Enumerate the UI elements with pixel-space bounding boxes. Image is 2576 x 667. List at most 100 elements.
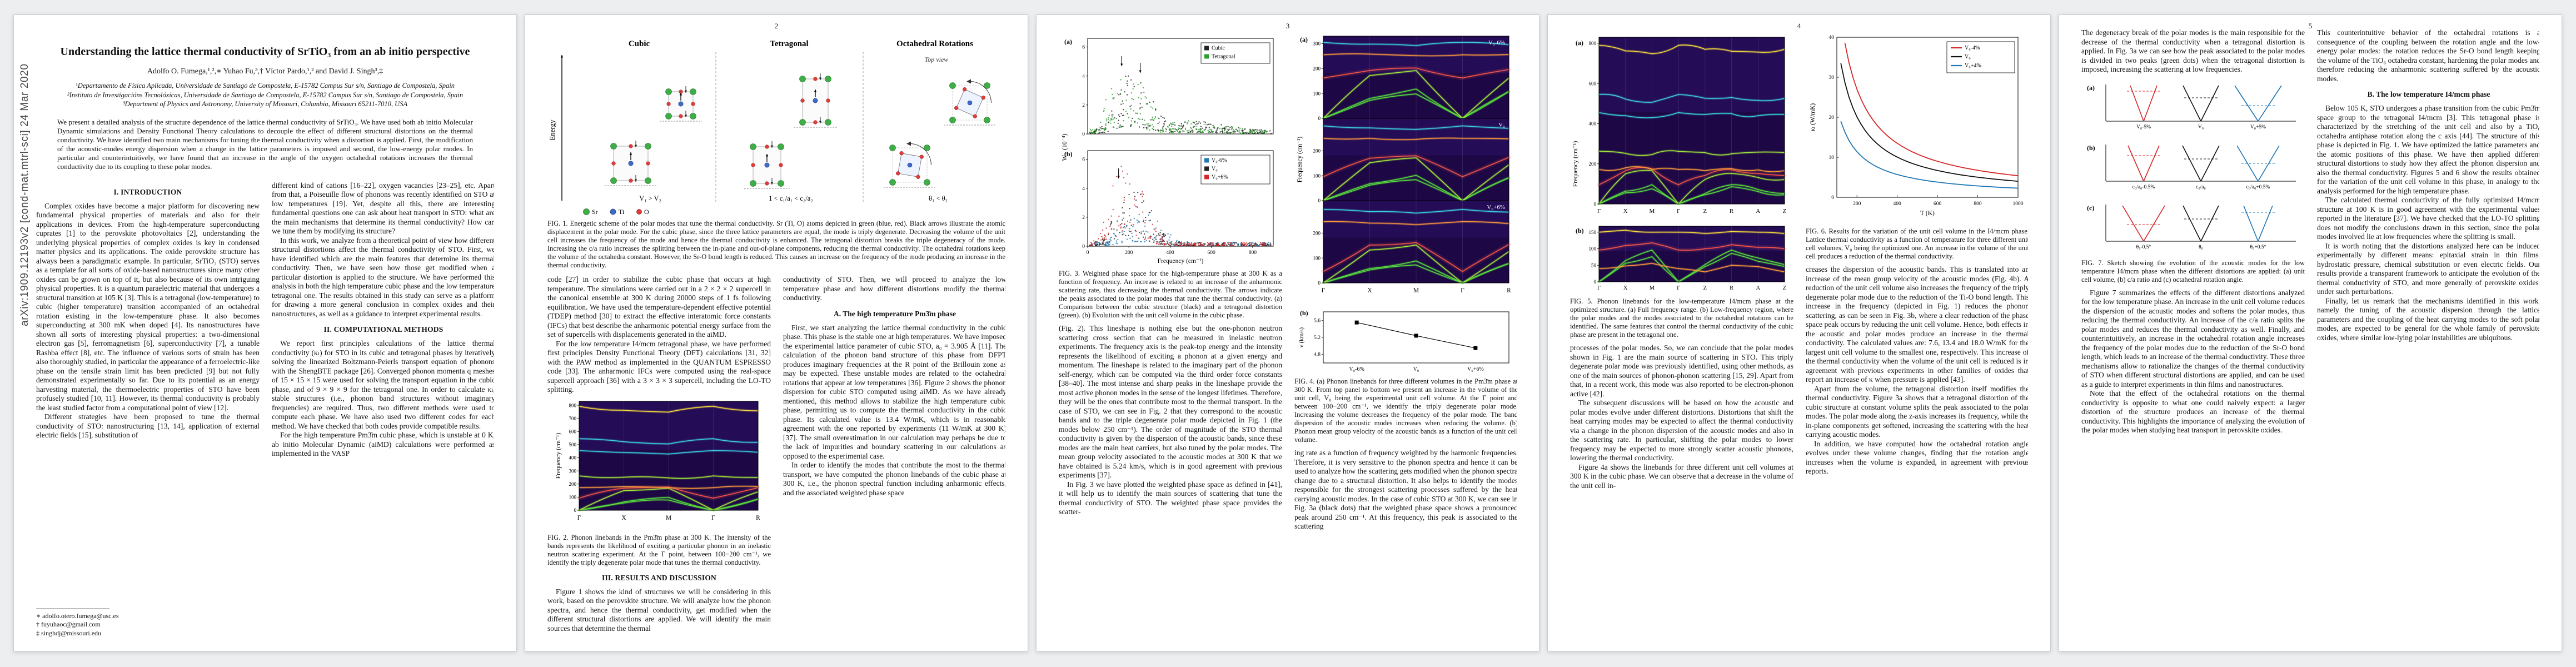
figure-label: A	[1756, 285, 1760, 291]
figure-label: 800	[1589, 41, 1597, 46]
figure-2-phonon-linebands-image: 0 100 200 300 400 500 600 700 800 Frequency (cm⁻¹…	[555, 401, 760, 521]
figure-label: Frequency (cm⁻¹)	[1297, 137, 1303, 183]
figure-label: 200	[1853, 201, 1861, 207]
figure-label: X	[1623, 208, 1628, 215]
figure-label: (b)	[1064, 150, 1073, 158]
figure-label: V₀+6%	[1487, 204, 1505, 211]
figure-label: V₀+5%	[2250, 125, 2266, 130]
figure-label: κₗ (W/mK)	[1810, 103, 1816, 132]
figure-label: 400	[1589, 121, 1597, 127]
figure-label: Tetragonal	[770, 39, 808, 48]
page-4: 4 0 200 400 600 800 Γ X M Γ Z R A Z (a) 0 50 100 150 Γ X M Γ Z…	[1547, 14, 2051, 651]
page-4-column-1: 0 200 400 600 800 Γ X M Γ Z R A Z (a) 0 50 100 150 Γ X M Γ Z R A…	[1570, 28, 1793, 624]
figure-label: X	[1623, 285, 1628, 291]
figure-label: 200	[1125, 250, 1133, 256]
figure-label: O	[644, 208, 649, 216]
body-paragraph: We report first principles calculations …	[272, 339, 494, 430]
body-paragraph: different kind of cations [16–22], oxyge…	[272, 181, 494, 236]
body-paragraph: creases the dispersion of the acoustic b…	[1806, 265, 2028, 384]
section-heading-results: III. RESULTS AND DISCUSSION	[602, 573, 716, 582]
figure-label: V₀-6%	[1349, 366, 1364, 372]
figure-label: 400	[1894, 201, 1902, 207]
body-paragraph: Below 105 K, STO undergoes a phase trans…	[2317, 104, 2539, 195]
figure-label: Cubic	[629, 39, 650, 48]
figure-1-caption: FIG. 1. Energetic scheme of the polar mo…	[547, 220, 1005, 269]
figure-label: Γ	[711, 515, 715, 521]
page-3-column-2: V₀-6% 0 100 200 300 V₀ 0 100 200 V₀+6% 0 100 200 Γ X M Γ…	[1294, 28, 1517, 624]
figure-label: 100	[569, 494, 577, 500]
figure-label: 600	[1589, 81, 1597, 86]
figure-label: 0	[1082, 244, 1085, 250]
figure-label: V₀	[2198, 125, 2204, 130]
figure-label: X	[621, 515, 626, 521]
body-paragraph: conductivity of STO. Then, we will proce…	[783, 275, 1005, 302]
figure-label: M	[1413, 287, 1419, 294]
figure-7-caption: FIG. 7. Sketch showing the evolution of …	[2081, 258, 2305, 283]
figure-label: 200	[1313, 231, 1321, 236]
figure-label: 600	[1208, 250, 1216, 256]
figure-label: V₀-6%	[1488, 39, 1505, 46]
figure-label: M	[1650, 208, 1655, 215]
figure-label: 600	[1934, 201, 1942, 207]
figure-label: 5.6	[1314, 318, 1321, 323]
body-paragraph: Figure 4a shows the linebands for three …	[1570, 462, 1793, 490]
figure-label: R	[756, 515, 760, 521]
footnote-email-3[interactable]: ‡ singhdj@missouri.edu	[36, 629, 102, 637]
footnote-email-2[interactable]: † fuyuhaoc@gmail.com	[36, 620, 101, 628]
subsection-heading-low-temperature: B. The low temperature I4/mcm phase	[2367, 90, 2490, 98]
figure-label: Γ	[577, 515, 581, 521]
figure-label: Z	[1783, 285, 1786, 291]
page-3-columns: 0 2 4 6 0 2 4 6 0 200 400 600 800 Frequency (cm⁻¹) W₊ …	[1059, 28, 1517, 624]
figure-label: 800	[569, 402, 577, 408]
page-1-column-2: different kind of cations [16–22], oxyge…	[272, 181, 494, 594]
body-paragraph: For the high temperature Pm3̄m cubic pha…	[272, 431, 494, 457]
page-1: arXiv:1909.12193v2 [cond-mat.mtrl-sci] 2…	[13, 14, 517, 651]
figure-label: (a)	[2087, 84, 2095, 92]
page-5-columns: The degeneracy break of the polar modes …	[2081, 28, 2539, 624]
body-paragraph: code [27] in order to stabilize the cubi…	[547, 275, 771, 339]
body-paragraph: The degeneracy break of the polar modes …	[2081, 28, 2305, 73]
figure-label: X	[1367, 287, 1372, 294]
figure-label: 4.8	[1314, 352, 1321, 358]
figure-label: V₀	[1498, 122, 1505, 128]
figure-label: (a)	[1300, 36, 1308, 43]
body-paragraph: The subsequent discussions will be based…	[1570, 399, 1793, 462]
figure-label: 600	[569, 429, 577, 434]
figure-label: M	[1650, 285, 1655, 291]
figure-label: 20	[1829, 115, 1835, 121]
body-paragraph: This counterintuitive behavior of the oc…	[2317, 28, 2539, 83]
affiliation-3: ³Department of Physics and Astronomy, Un…	[122, 100, 408, 108]
figure-label: θ₀	[2199, 245, 2203, 250]
figure-label: Tetragonal	[1212, 54, 1235, 60]
figure-3-weighted-phase-space-image: 0 2 4 6 0 2 4 6 0 200 400 600 800 Frequency (cm⁻¹) W₊ …	[1062, 38, 1274, 265]
author-line: Adolfo O. Fumega,¹,²,∗ Yuhao Fu,³,† Víct…	[147, 67, 383, 76]
figure-label: 200	[1313, 148, 1321, 154]
page-3: 3 0 2 4 6 0 2 4 6 0 200 400 600 800 Frequency (cm⁻¹) W…	[1036, 14, 1539, 651]
figure-label: Γ	[1677, 208, 1680, 215]
figure-label: 200	[1313, 66, 1321, 72]
figure-label: 6	[1082, 45, 1085, 51]
figure-label: 300	[1313, 41, 1321, 47]
figure-label: (c)	[2087, 204, 2094, 212]
figure-label: 500	[569, 442, 577, 447]
figure-label: 700	[569, 415, 577, 421]
figure-label: 400	[1166, 250, 1174, 256]
figure-label: V₀-5%	[2136, 125, 2151, 130]
body-paragraph: (Fig. 2). This lineshape is nothing else…	[1059, 324, 1282, 479]
figure-3: 0 2 4 6 0 2 4 6 0 200 400 600 800 Frequency (cm⁻¹) W₊ …	[1059, 31, 1282, 320]
body-paragraph: Different strategies have been proposed …	[36, 412, 260, 439]
figure-label: M	[666, 515, 671, 521]
body-paragraph: For the low temperature I4/mcm tetragona…	[547, 339, 771, 394]
figure-3-caption: FIG. 3. Weighted phase space for the hig…	[1059, 270, 1282, 319]
figure-label: Γ	[1461, 287, 1464, 294]
body-paragraph: The calculated thermal conductivity of t…	[2317, 196, 2539, 241]
figure-label: 0	[1087, 250, 1089, 256]
figure-label: 200	[569, 481, 577, 486]
figure-6-thermal-conductivity-plot-image: 200 400 600 800 1000 0 10 20 30 40 V₀-4% V₀ V₀+4% T (…	[1810, 35, 2024, 217]
figure-label: V₀+6%	[1467, 366, 1484, 372]
section-heading-introduction: I. INTRODUCTION	[113, 187, 182, 196]
body-paragraph: Note that the effect of the octahedral r…	[2081, 389, 2305, 434]
body-paragraph: Finally, let us remark that the mechanis…	[2317, 296, 2539, 342]
body-paragraph: Figure 7 summarizes the effects of the d…	[2081, 288, 2305, 389]
footnote-email-1[interactable]: ∗ adolfo.otero.fumega@usc.es	[36, 611, 119, 620]
